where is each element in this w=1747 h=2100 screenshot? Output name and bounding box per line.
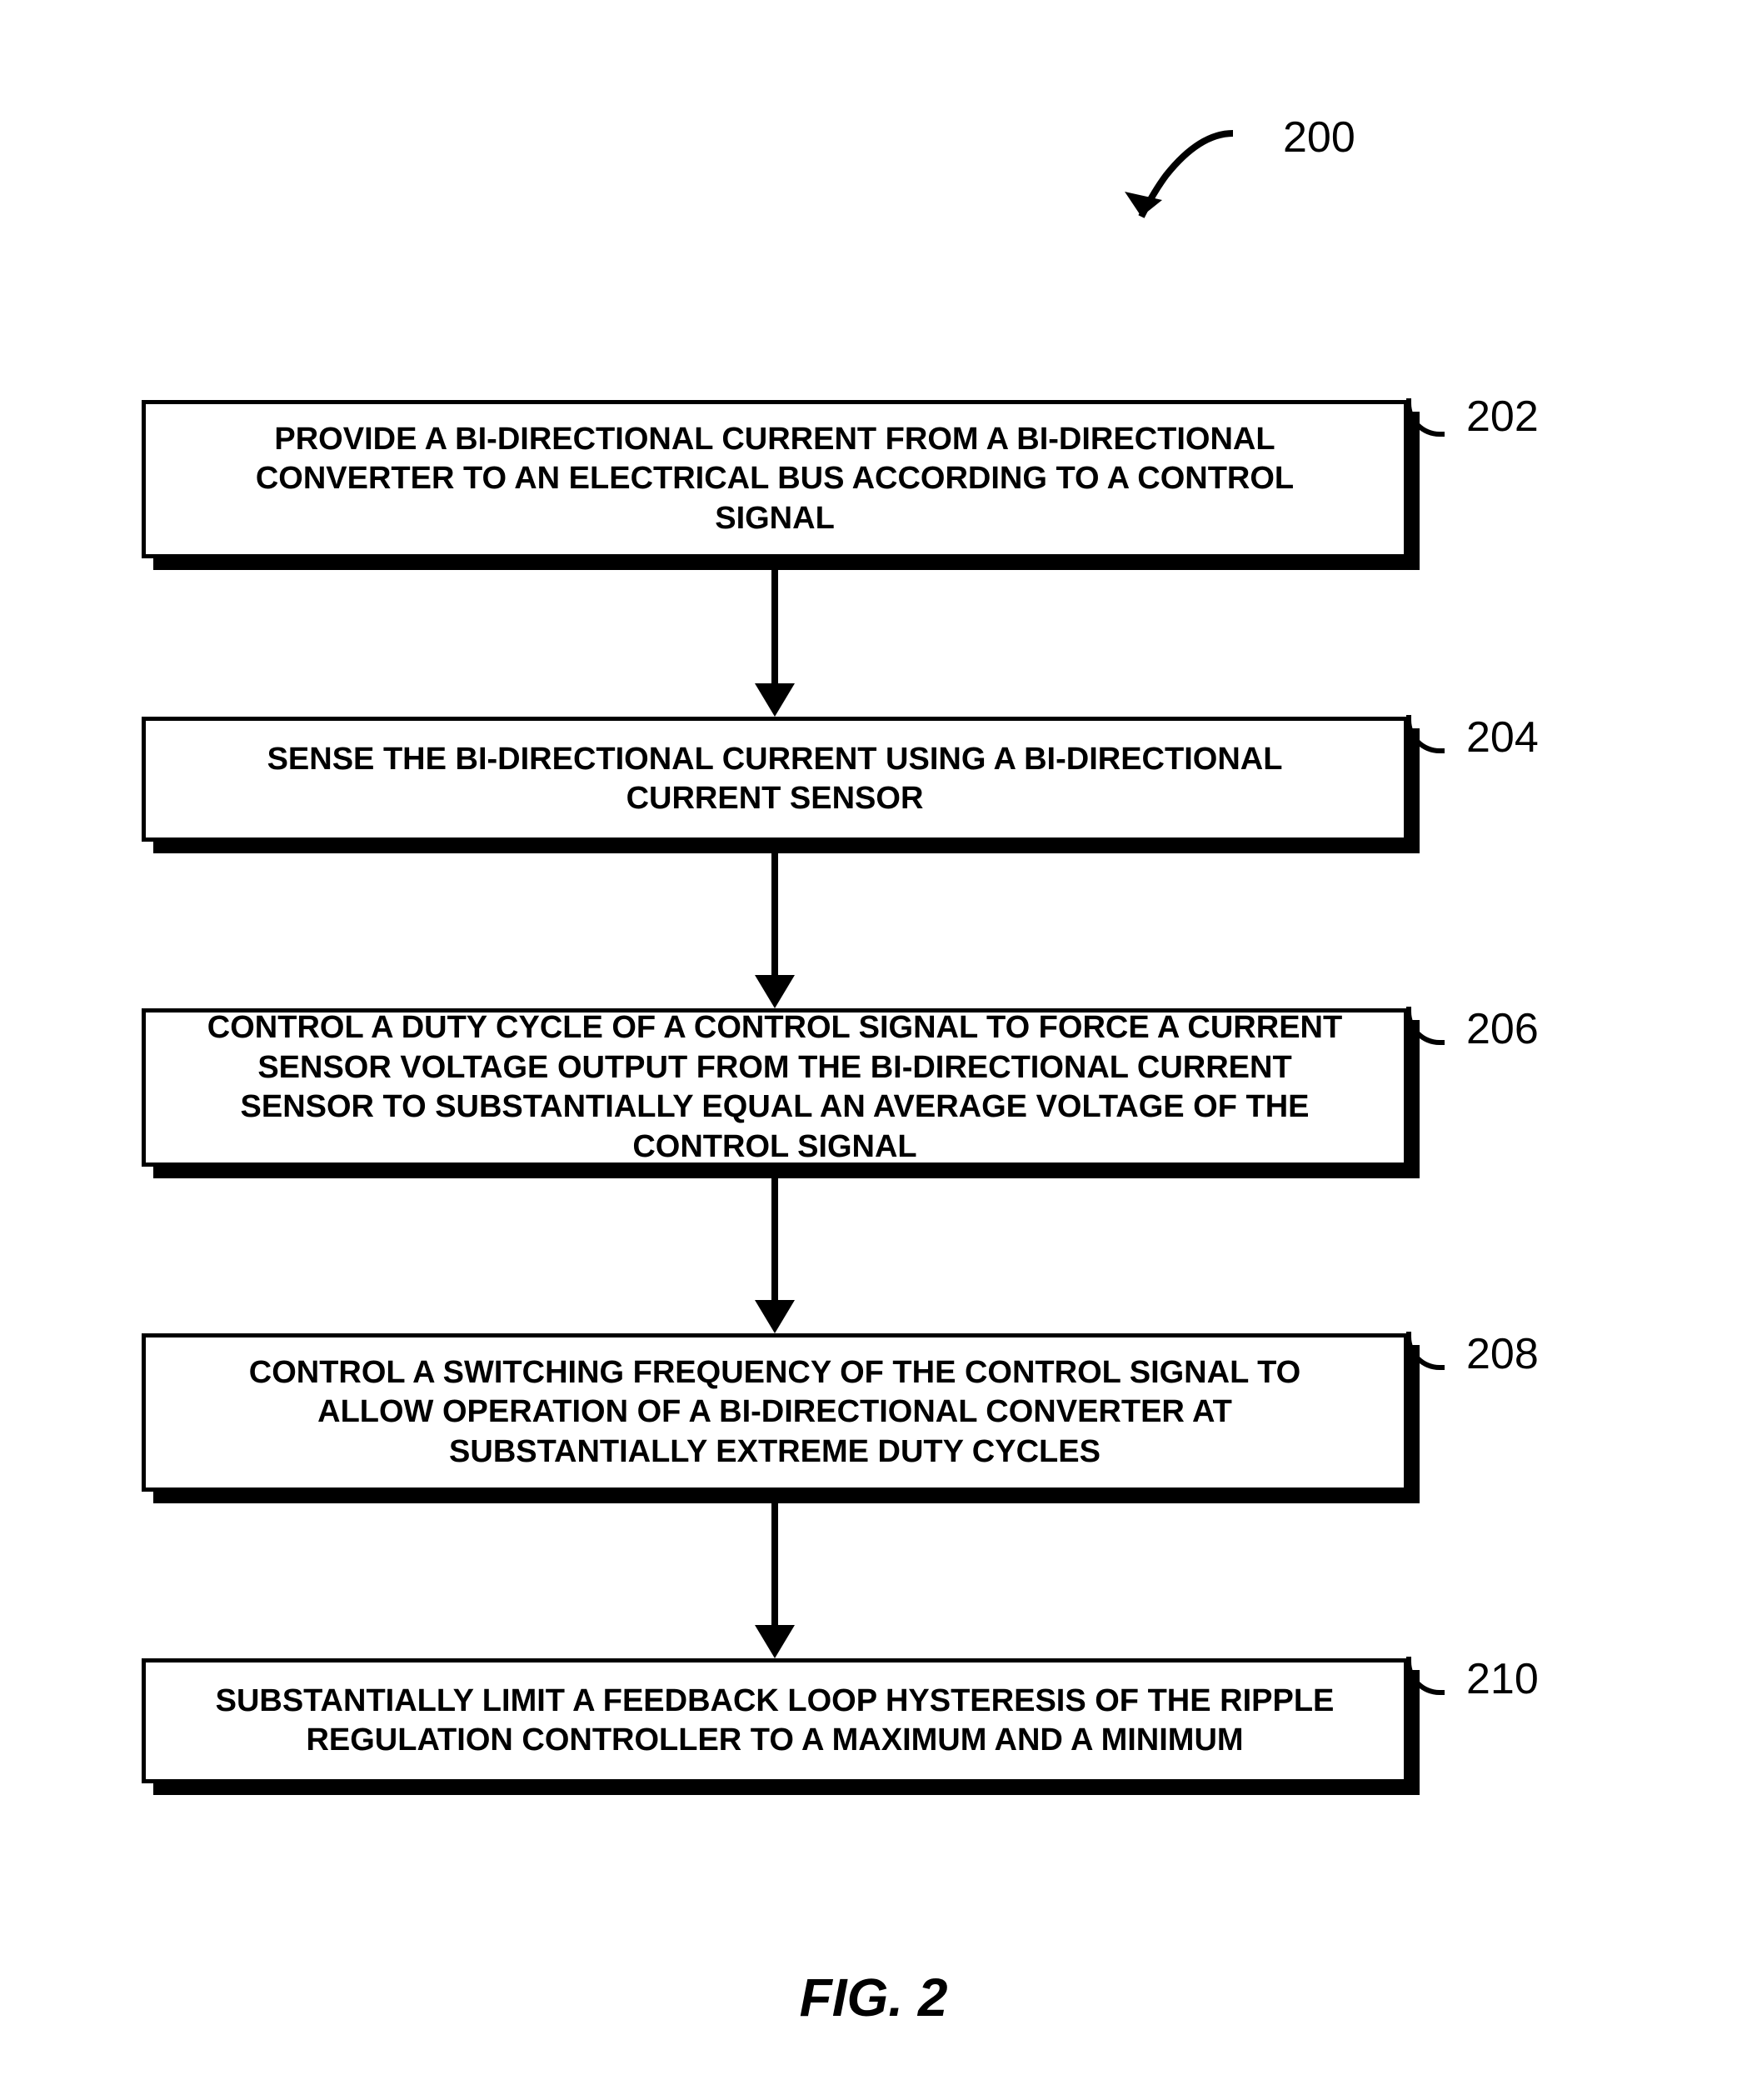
flow-arrow (142, 1167, 1408, 1333)
flow-step: PROVIDE A BI-DIRECTIONAL CURRENT FROM A … (142, 400, 1441, 558)
flow-arrow (142, 842, 1408, 1008)
flow-box-text: SENSE THE BI-DIRECTIONAL CURRENT USING A… (196, 740, 1354, 819)
flow-box: PROVIDE A BI-DIRECTIONAL CURRENT FROM A … (142, 400, 1408, 558)
step-ref-label: 204 (1466, 712, 1539, 762)
step-ref-label: 202 (1466, 392, 1539, 442)
flowchart: PROVIDE A BI-DIRECTIONAL CURRENT FROM A … (142, 400, 1441, 1783)
figure-ref-arrow (1108, 117, 1258, 238)
step-ref-label: 206 (1466, 1004, 1539, 1054)
arrow-shaft (771, 1500, 778, 1642)
arrow-shaft (771, 1175, 778, 1317)
arrow-head (755, 975, 795, 1008)
flow-arrow (142, 1492, 1408, 1658)
step-ref-label: 210 (1466, 1654, 1539, 1704)
flow-box-text: CONTROL A SWITCHING FREQUENCY OF THE CON… (196, 1353, 1354, 1472)
figure-caption: FIG. 2 (0, 1967, 1747, 2028)
arrow-head (755, 1625, 795, 1658)
flow-box-text: CONTROL A DUTY CYCLE OF A CONTROL SIGNAL… (196, 1008, 1354, 1167)
flow-box-text: PROVIDE A BI-DIRECTIONAL CURRENT FROM A … (196, 420, 1354, 539)
arrow-shaft (771, 850, 778, 992)
flow-box: SENSE THE BI-DIRECTIONAL CURRENT USING A… (142, 717, 1408, 842)
flow-arrow (142, 558, 1408, 717)
flow-step: SUBSTANTIALLY LIMIT A FEEDBACK LOOP HYST… (142, 1658, 1441, 1783)
figure-ref-label: 200 (1283, 112, 1355, 162)
flow-box: CONTROL A DUTY CYCLE OF A CONTROL SIGNAL… (142, 1008, 1408, 1167)
flow-box: CONTROL A SWITCHING FREQUENCY OF THE CON… (142, 1333, 1408, 1492)
flow-box-text: SUBSTANTIALLY LIMIT A FEEDBACK LOOP HYST… (196, 1682, 1354, 1761)
arrow-head (755, 1300, 795, 1333)
step-ref-label: 208 (1466, 1329, 1539, 1379)
flow-step: CONTROL A DUTY CYCLE OF A CONTROL SIGNAL… (142, 1008, 1441, 1167)
flow-step: CONTROL A SWITCHING FREQUENCY OF THE CON… (142, 1333, 1441, 1492)
arrow-head (755, 683, 795, 717)
arrow-shaft (771, 567, 778, 700)
flow-box: SUBSTANTIALLY LIMIT A FEEDBACK LOOP HYST… (142, 1658, 1408, 1783)
flow-step: SENSE THE BI-DIRECTIONAL CURRENT USING A… (142, 717, 1441, 842)
page: 200 PROVIDE A BI-DIRECTIONAL CURRENT FRO… (0, 0, 1747, 2100)
